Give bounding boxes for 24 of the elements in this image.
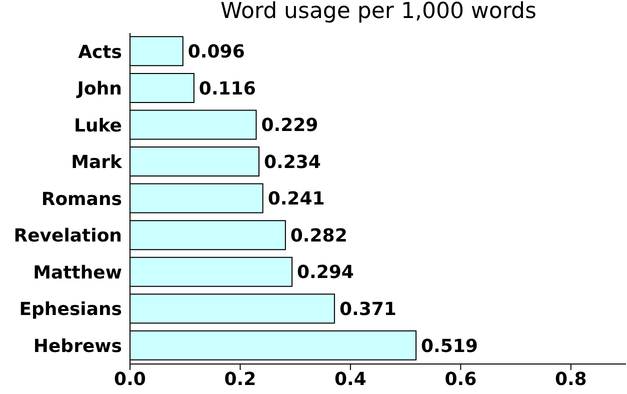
x-tick-label: 0.2 <box>224 368 256 390</box>
y-tick-label: Hebrews <box>33 336 122 357</box>
x-tick-label: 0.0 <box>114 368 146 390</box>
data-label: 0.371 <box>339 299 396 320</box>
y-tick-label: Mark <box>71 152 124 174</box>
x-tick-label: 0.8 <box>554 368 587 390</box>
y-tick-label: Revelation <box>14 226 122 247</box>
y-tick-label: Luke <box>74 115 122 136</box>
data-label: 0.241 <box>268 188 325 210</box>
x-tick-label: 0.6 <box>444 368 477 390</box>
data-label: 0.282 <box>290 225 348 246</box>
x-tick-label: 0.4 <box>334 368 366 390</box>
data-label: 0.234 <box>264 152 321 173</box>
y-tick-label: John <box>75 78 122 100</box>
data-label: 0.229 <box>261 115 318 136</box>
data-label: 0.519 <box>421 336 478 357</box>
data-label: 0.096 <box>188 42 245 63</box>
data-label: 0.294 <box>297 262 354 284</box>
data-label: 0.116 <box>198 78 256 100</box>
y-tick-label: Acts <box>78 42 122 63</box>
y-tick-label: Matthew <box>33 262 122 284</box>
chart-title: Word usage per 1,000 words <box>220 0 538 24</box>
y-tick-label: Romans <box>41 188 122 210</box>
y-tick-label: Ephesians <box>19 299 122 320</box>
